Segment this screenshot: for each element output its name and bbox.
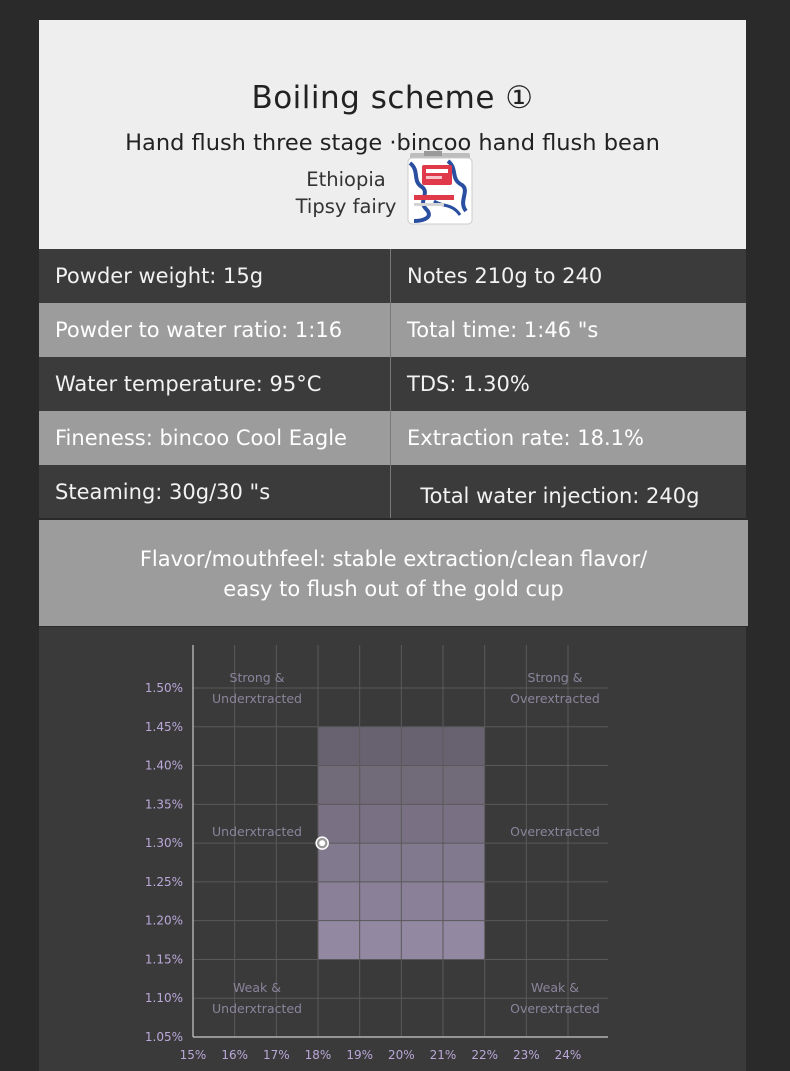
page-title: Boiling scheme ① (251, 80, 534, 116)
zone-label: Strong & (230, 670, 285, 685)
y-tick-label: 1.50% (145, 681, 183, 695)
zone-label: Underxtracted (212, 1001, 302, 1016)
steaming: Steaming: 30g/30 "s (39, 465, 391, 518)
param-row: Powder to water ratio: 1:16 Total time: … (39, 303, 746, 357)
brew-parameters-table: Powder weight: 15g Notes 210g to 240 Pow… (39, 249, 746, 518)
coffee-can-image (407, 151, 473, 225)
origin-line-1: Ethiopia (306, 168, 386, 191)
extraction-rate: Extraction rate: 18.1% (407, 426, 644, 450)
flavor-note: Flavor/mouthfeel: stable extraction/clea… (39, 520, 748, 626)
data-point (319, 840, 326, 847)
powder-weight: Powder weight: 15g (39, 249, 391, 303)
param-row: Water temperature: 95°C TDS: 1.30% (39, 357, 746, 411)
fineness: Fineness: bincoo Cool Eagle (39, 411, 391, 465)
origin-line-2: Tipsy fairy (295, 195, 397, 218)
y-tick-label: 1.10% (145, 991, 183, 1005)
notes: Notes 210g to 240 (407, 264, 603, 288)
x-tick-label: 22% (471, 1048, 498, 1062)
y-tick-label: 1.30% (145, 836, 183, 850)
header-card: Boiling scheme ① Hand flush three stage … (39, 20, 746, 249)
zone-label: Underxtracted (212, 824, 302, 839)
flavor-line-1: Flavor/mouthfeel: stable extraction/clea… (139, 547, 648, 571)
zone-label: Overextracted (510, 824, 600, 839)
x-tick-label: 24% (555, 1048, 582, 1062)
extraction-chart: 15% 16% 17% 18% 19% 20% 21% 22% 23% 24% 1.05% 1.10%… (39, 627, 746, 1071)
y-tick-label: 1.15% (145, 952, 183, 966)
powder-water-ratio: Powder to water ratio: 1:16 (39, 303, 391, 357)
x-tick-label: 16% (221, 1048, 248, 1062)
zone-label: Underxtracted (212, 691, 302, 706)
tds-value: TDS: 1.30% (407, 372, 530, 396)
param-row: Fineness: bincoo Cool Eagle Extraction r… (39, 411, 746, 465)
zone-label: Overextracted (510, 691, 600, 706)
x-tick-label: 17% (263, 1048, 290, 1062)
x-tick-label: 15% (180, 1048, 207, 1062)
x-tick-label: 18% (305, 1048, 332, 1062)
water-temperature: Water temperature: 95°C (39, 357, 391, 411)
x-tick-label: 20% (388, 1048, 415, 1062)
zone-label: Weak & (233, 980, 281, 995)
page-subtitle: Hand flush three stage ·bincoo hand flus… (125, 130, 660, 156)
extraction-chart-svg: 15% 16% 17% 18% 19% 20% 21% 22% 23% 24% 1.05% 1.10%… (145, 645, 608, 1062)
param-row: Powder weight: 15g Notes 210g to 240 (39, 249, 746, 303)
y-tick-label: 1.35% (145, 797, 183, 811)
total-water-injection: Total water injection: 240g (407, 483, 700, 508)
param-row: Steaming: 30g/30 "s Total water injectio… (39, 465, 746, 518)
y-tick-label: 1.45% (145, 720, 183, 734)
x-tick-label: 21% (430, 1048, 457, 1062)
bean-origin: Ethiopia Tipsy fairy (291, 166, 401, 220)
x-tick-label: 19% (346, 1048, 373, 1062)
y-tick-label: 1.05% (145, 1030, 183, 1044)
y-tick-label: 1.40% (145, 759, 183, 773)
flavor-line-2: easy to flush out of the gold cup (223, 577, 564, 601)
x-tick-label: 23% (513, 1048, 540, 1062)
zone-label: Weak & (531, 980, 579, 995)
zone-label: Overextracted (510, 1001, 600, 1016)
y-tick-label: 1.20% (145, 914, 183, 928)
y-tick-label: 1.25% (145, 875, 183, 889)
zone-label: Strong & (528, 670, 583, 685)
total-time: Total time: 1:46 "s (407, 318, 599, 342)
